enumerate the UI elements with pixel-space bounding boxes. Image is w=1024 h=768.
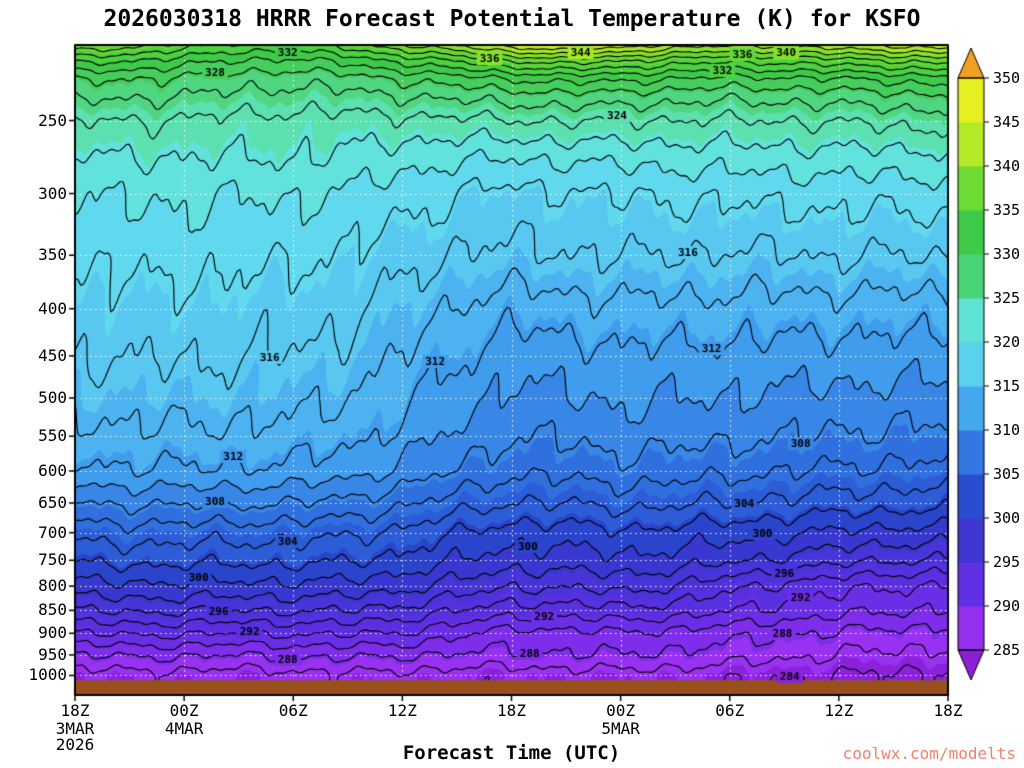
x-axis-tick-label: 06Z [278,701,308,720]
colorbar-tick-label: 305 [993,465,1021,483]
x-axis-tick-label: 12Z [824,701,854,720]
x-axis-tick-label: 00Z [606,701,636,720]
colorbar-tick-label: 285 [993,641,1021,659]
x-axis-tick-label: 06Z [715,701,745,720]
y-axis-tick-label: 350 [38,245,67,265]
colorbar-tick-label: 300 [993,509,1021,527]
colorbar-tick-label: 335 [993,201,1021,219]
y-axis-tick-label: 900 [38,623,67,643]
x-axis-date-label: 4MAR [164,719,204,738]
x-axis-tick-label: 18Z [933,701,963,720]
x-axis-tick-label: 00Z [169,701,199,720]
y-axis-tick-label: 750 [38,550,67,570]
y-axis-tick-label: 550 [38,426,67,446]
x-axis-tick-label: 18Z [497,701,526,720]
y-axis-tick-label: 1000 [28,665,67,685]
y-axis-tick-label: 300 [38,183,67,203]
colorbar-tick-label: 325 [993,289,1021,307]
watermark-text: coolwx.com/modelts [842,744,1016,763]
y-axis-tick-label: 400 [38,298,67,318]
y-axis-tick-label: 600 [38,460,67,480]
colorbar-tick-label: 290 [993,597,1021,615]
y-axis-tick-label: 850 [38,600,67,620]
y-axis-tick-label: 450 [38,345,67,365]
colorbar-tick-label: 330 [993,245,1021,263]
colorbar-tick-label: 345 [993,113,1021,131]
colorbar-tick-label: 340 [993,157,1021,175]
colorbar-tick-label: 320 [993,333,1021,351]
y-axis-tick-label: 950 [38,644,67,664]
colorbar-tick-label: 350 [993,69,1021,87]
x-axis-tick-label: 12Z [387,701,417,720]
chart-title: 2026030318 HRRR Forecast Potential Tempe… [103,6,921,32]
y-axis-tick-label: 250 [38,110,67,130]
x-axis-title: Forecast Time (UTC) [402,742,621,764]
x-axis-date-label: 3MAR [55,719,95,738]
x-axis-date-label: 2026 [55,735,95,754]
x-axis-tick-label: 18Z [60,701,90,720]
y-axis-tick-label: 700 [38,522,67,542]
colorbar-tick-label: 315 [993,377,1021,395]
x-axis-date-label: 5MAR [601,719,640,738]
y-axis-tick-label: 500 [38,388,67,407]
y-axis-tick-label: 800 [38,576,67,596]
colorbar-tick-label: 295 [993,553,1021,571]
y-axis-tick-label: 650 [38,493,67,513]
colorbar-tick-label: 310 [993,421,1021,439]
